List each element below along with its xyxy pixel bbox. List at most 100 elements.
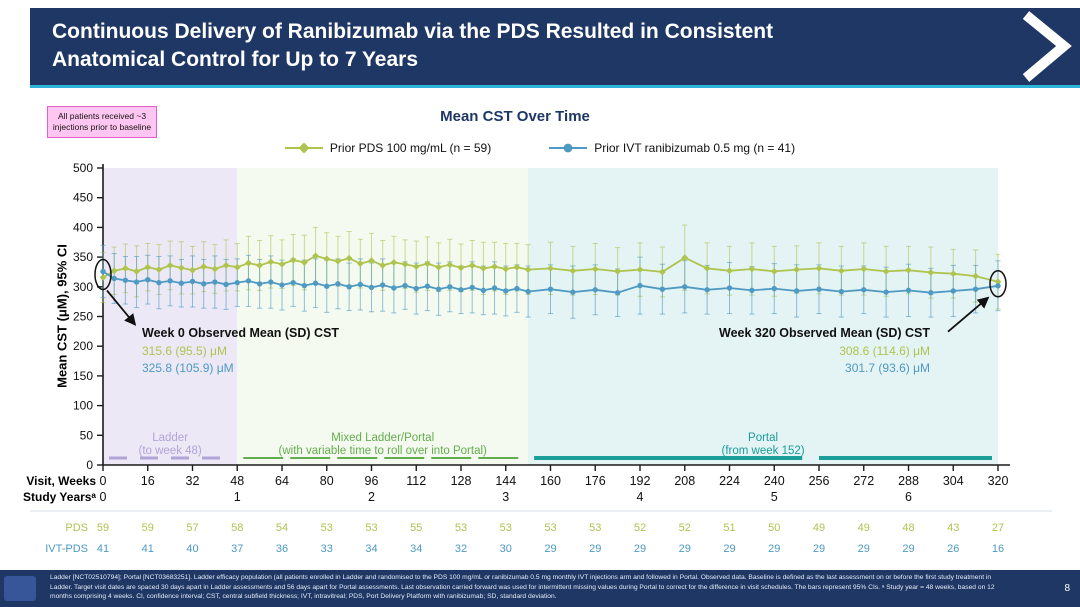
phase-sublabel: (to week 48) (138, 445, 201, 457)
week320-highlight-circle (989, 269, 1007, 298)
x-tick-label: 16 (141, 474, 155, 488)
pds-data-marker (949, 270, 957, 278)
x-axis-label-weeks: Visit, Weeks (26, 474, 96, 488)
ivt-data-marker (838, 288, 845, 295)
table-cell: 53 (544, 522, 556, 534)
pds-data-marker (457, 264, 465, 272)
y-tick-label: 300 (73, 280, 93, 294)
note-box: All patients received ~3 injections prio… (47, 106, 157, 139)
ivt-data-marker (928, 290, 934, 296)
ivt-data-marker (413, 285, 419, 292)
ivt-data-marker (503, 288, 509, 294)
week0-highlight-circle (94, 258, 112, 291)
table-cell: 34 (410, 543, 422, 555)
ivt-data-marker (424, 283, 431, 289)
chevron-right-icon (1022, 11, 1072, 82)
ivt-circle-marker-icon (549, 143, 588, 153)
ivt-data-marker (525, 288, 531, 295)
legend-item-ivt: Prior IVT ranibizumab 0.5 mg (n = 41) (549, 141, 795, 155)
pds-data-marker (513, 263, 521, 271)
header-banner: Continuous Delivery of Ranibizumab via t… (30, 8, 1080, 88)
pds-data-marker (547, 264, 554, 272)
x-tick-label: 48 (230, 474, 244, 488)
study-year-label: 6 (905, 490, 912, 504)
y-axis-label: Mean CST (μM), 95% CI (54, 244, 70, 388)
legend-label-pds: Prior PDS 100 mg/mL (n = 59) (329, 141, 492, 155)
ivt-data-marker (156, 279, 162, 286)
table-cell: 54 (276, 522, 288, 534)
week0-annotation-arrow (106, 289, 137, 326)
study-year-label: 4 (637, 490, 644, 504)
ivt-data-marker (346, 284, 352, 290)
table-cell: 53 (589, 522, 601, 534)
legend: Prior PDS 100 mg/mL (n = 59) Prior IVT r… (0, 141, 1080, 155)
pds-data-marker (278, 260, 286, 268)
x-tick-label: 208 (674, 474, 695, 488)
table-cell: 49 (813, 522, 825, 534)
pds-data-marker (681, 254, 689, 262)
ivt-data-marker (905, 287, 912, 294)
ivt-data-marker (861, 287, 867, 293)
table-cell: 59 (97, 522, 109, 534)
ivt-data-marker (256, 281, 263, 287)
pds-data-marker (424, 260, 431, 268)
table-cell: 29 (902, 543, 914, 555)
x-tick-label: 272 (853, 474, 874, 488)
pds-data-marker (267, 258, 275, 266)
table-cell: 58 (231, 522, 243, 534)
ivt-data-marker (335, 281, 341, 287)
ivt-data-marker (122, 277, 129, 283)
pds-data-marker (726, 267, 733, 275)
table-cell: 53 (455, 522, 467, 534)
study-year-label: 5 (771, 490, 778, 504)
pds-data-marker (446, 261, 454, 269)
table-cell: 27 (992, 522, 1004, 534)
ivt-data-marker (704, 287, 710, 293)
ivt-data-marker (290, 279, 296, 286)
pds-data-marker (289, 256, 297, 264)
pds-data-marker (502, 265, 510, 273)
ivt-data-marker (368, 284, 375, 291)
x-tick-label: 224 (719, 474, 740, 488)
pds-data-marker (390, 259, 398, 266)
table-cell: 51 (723, 522, 735, 534)
phase-region (237, 168, 529, 465)
phase-sublabel: (from week 152) (722, 445, 805, 457)
ivt-data-marker (749, 287, 755, 294)
y-tick-label: 150 (73, 369, 93, 383)
series-line-0 (102, 254, 999, 283)
phase-sublabel: (with variable time to roll over into Po… (279, 445, 488, 457)
table-cell: 16 (992, 543, 1004, 555)
table-cell: 52 (634, 522, 646, 534)
ivt-data-marker (189, 278, 196, 285)
ivt-data-marker (357, 281, 364, 288)
ivt-data-marker (659, 286, 666, 292)
table-cell: 50 (768, 522, 780, 534)
pds-data-marker (491, 263, 498, 271)
pds-data-marker (110, 267, 118, 275)
chart-title: Mean CST Over Time (440, 108, 590, 125)
pds-data-marker (211, 265, 219, 273)
ivt-data-marker (816, 286, 822, 292)
ivt-data-marker (200, 281, 207, 287)
pds-data-marker (379, 262, 387, 269)
footer: Ladder [NCT02510794]; Portal [NCT0368325… (0, 570, 1080, 607)
ivt-data-marker (234, 279, 240, 286)
x-tick-label: 320 (988, 474, 1009, 488)
table-cell: 36 (276, 543, 288, 555)
table-row-label: PDS (65, 522, 88, 534)
table-cell: 53 (365, 522, 377, 534)
table-cell: 48 (902, 522, 914, 534)
table-cell: 59 (142, 522, 154, 534)
week0-pds-value: 315.6 (95.5) μM (142, 344, 227, 358)
table-cell: 29 (679, 543, 691, 555)
table-cell: 29 (723, 543, 735, 555)
x-tick-label: 32 (186, 474, 200, 488)
study-year-label: 2 (368, 490, 375, 504)
pds-data-marker (368, 257, 375, 265)
ivt-data-marker (391, 285, 397, 291)
ivt-data-marker (491, 285, 498, 291)
week320-ivt-value: 301.7 (93.6) μM (845, 361, 930, 375)
y-tick-label: 400 (73, 220, 93, 234)
x-tick-label: 0 (100, 474, 107, 488)
